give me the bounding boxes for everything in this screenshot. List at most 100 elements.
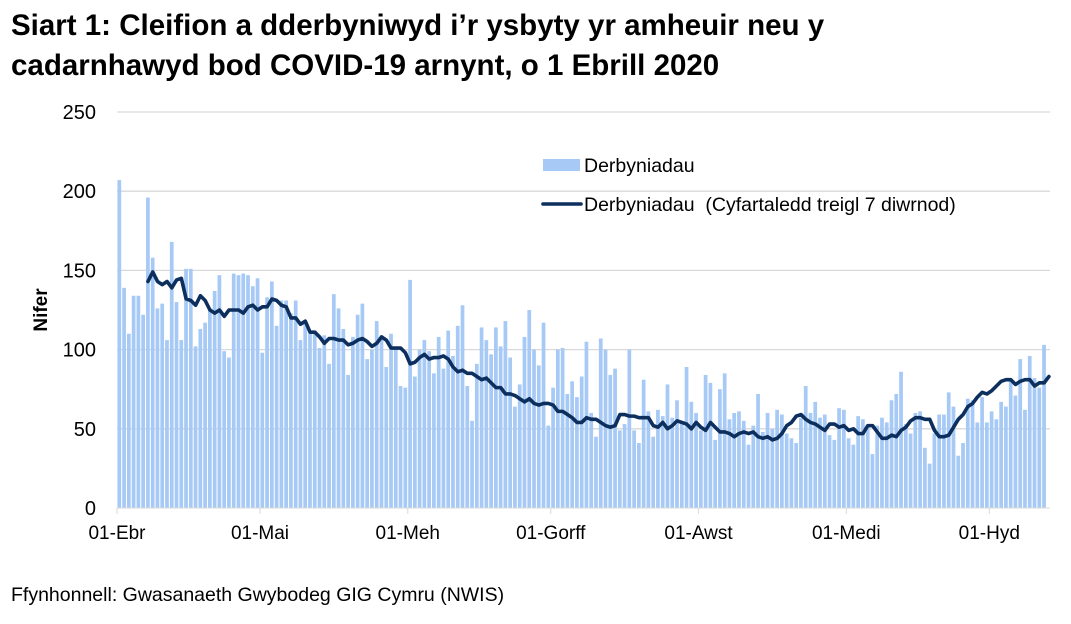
- bar: [861, 419, 865, 508]
- bar: [146, 197, 150, 509]
- bar: [203, 322, 207, 508]
- bar: [794, 443, 799, 508]
- bar: [517, 384, 522, 508]
- x-tick-label: 01-Meh: [376, 523, 440, 544]
- bar: [379, 335, 384, 508]
- bar: [422, 340, 427, 508]
- bar: [460, 305, 465, 508]
- bar: [131, 295, 136, 508]
- bar: [594, 436, 598, 508]
- bar: [803, 386, 808, 508]
- bar: [989, 411, 994, 508]
- bar: [179, 340, 184, 508]
- bar: [660, 416, 665, 508]
- bar: [1018, 359, 1023, 508]
- y-tick-label: 0: [85, 498, 96, 520]
- bar: [908, 433, 913, 508]
- bar: [918, 411, 922, 508]
- x-tick-label: 01-Mai: [231, 523, 289, 544]
- bar: [656, 409, 660, 508]
- bar: [851, 444, 856, 508]
- bar: [222, 351, 227, 508]
- bar: [622, 424, 627, 508]
- bar: [508, 357, 513, 508]
- bar: [389, 333, 393, 508]
- bar: [994, 419, 999, 508]
- legend: Derbyniadau Derbyniadau (Cyfartaledd tre…: [541, 155, 956, 216]
- bar: [1027, 355, 1032, 508]
- bar: [570, 381, 574, 508]
- bar: [903, 424, 908, 508]
- bar: [880, 417, 884, 508]
- bar: [498, 346, 503, 508]
- bar: [155, 308, 160, 508]
- bar-series-admissions: [117, 180, 1046, 509]
- bar: [136, 295, 141, 508]
- bar: [956, 455, 961, 508]
- bar: [227, 357, 231, 508]
- bar: [1013, 395, 1018, 508]
- bar: [684, 367, 689, 508]
- bar: [651, 436, 656, 508]
- bar: [675, 400, 679, 508]
- bar: [617, 430, 622, 508]
- bar: [841, 409, 846, 508]
- bar: [241, 273, 246, 508]
- y-tick-label: 50: [74, 419, 96, 441]
- bar: [637, 443, 641, 508]
- bar: [589, 412, 594, 508]
- bar: [384, 367, 389, 508]
- bar: [789, 438, 794, 508]
- bar: [961, 443, 965, 508]
- line-series-7day-average: [146, 270, 1051, 442]
- bar: [312, 330, 317, 508]
- bar: [322, 335, 327, 508]
- bar: [999, 401, 1003, 508]
- bar: [541, 322, 546, 508]
- bar: [184, 268, 188, 508]
- bar: [837, 408, 841, 508]
- bar: [780, 414, 784, 508]
- bar: [465, 386, 470, 508]
- bar: [355, 314, 360, 508]
- bar: [899, 371, 903, 508]
- bar: [298, 340, 303, 508]
- bar: [188, 268, 193, 508]
- bar: [727, 419, 732, 508]
- bar: [760, 431, 765, 508]
- bar: [360, 303, 365, 508]
- bar: [374, 321, 379, 508]
- bar: [474, 363, 479, 508]
- bar: [770, 428, 775, 508]
- y-axis-ticks: 0 50 100 150 200 250: [63, 102, 96, 520]
- bar: [193, 346, 198, 508]
- bar: [575, 397, 579, 508]
- chart-title-line-2: cadarnhawyd bod COVID-19 arnynt, o 1 Ebr…: [11, 49, 720, 82]
- bar: [484, 340, 489, 508]
- bar: [279, 300, 284, 508]
- bar: [513, 406, 517, 508]
- bar: [1023, 409, 1027, 508]
- bar: [331, 294, 336, 508]
- bar: [718, 389, 722, 508]
- bar: [980, 397, 984, 508]
- y-tick-label: 200: [63, 181, 96, 203]
- bar: [160, 303, 165, 508]
- bar: [884, 422, 889, 508]
- bar: [269, 281, 274, 508]
- bar: [527, 310, 532, 508]
- bar: [494, 327, 498, 508]
- bar: [923, 447, 927, 508]
- bar: [913, 412, 918, 508]
- bar: [260, 352, 265, 508]
- bar: [732, 412, 737, 508]
- bar: [141, 314, 145, 508]
- bar: [832, 439, 837, 508]
- y-tick-label: 250: [63, 102, 96, 124]
- bar: [293, 300, 298, 508]
- bar: [665, 384, 670, 508]
- bar: [679, 420, 684, 508]
- legend-bar-label: Derbyniadau: [584, 155, 695, 177]
- bar: [412, 376, 417, 508]
- bar: [532, 349, 536, 508]
